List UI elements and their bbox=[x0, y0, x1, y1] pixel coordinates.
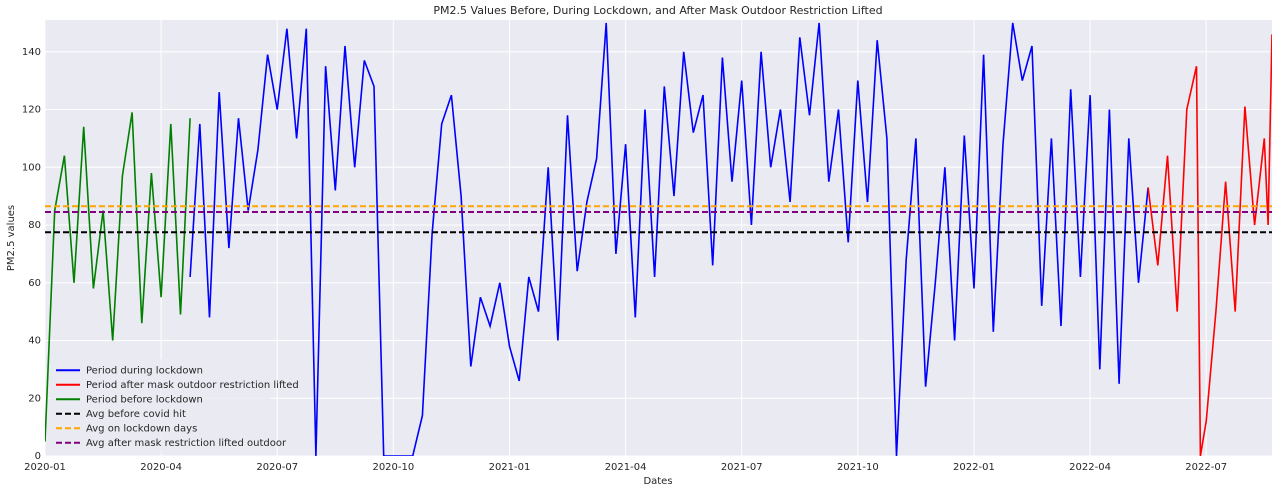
legend-label: Period after mask outdoor restriction li… bbox=[86, 380, 299, 391]
y-tick-label: 0 bbox=[35, 451, 41, 462]
x-tick-label: 2020-01 bbox=[24, 462, 66, 473]
y-tick-label: 60 bbox=[28, 278, 41, 289]
series-line bbox=[189, 22, 1149, 456]
x-tick-label: 2022-01 bbox=[953, 462, 995, 473]
x-tick-label: 2020-07 bbox=[256, 462, 298, 473]
x-tick-label: 2020-04 bbox=[140, 462, 182, 473]
grid: 0 20 40 60 80 100 120 140 2020-01 2020-04 2020-07 2… bbox=[22, 20, 1272, 473]
series-line bbox=[45, 112, 191, 442]
legend-label: Period before lockdown bbox=[86, 394, 203, 405]
x-axis-label: Dates bbox=[643, 476, 672, 487]
series-line bbox=[1147, 34, 1272, 456]
y-tick-label: 140 bbox=[22, 47, 41, 58]
y-axis-label: PM2.5 values bbox=[6, 205, 17, 271]
y-tick-label: 100 bbox=[22, 162, 41, 173]
y-tick-label: 20 bbox=[28, 393, 41, 404]
x-tick-label: 2022-04 bbox=[1069, 462, 1111, 473]
x-tick-label: 2022-07 bbox=[1185, 462, 1227, 473]
legend-box bbox=[50, 359, 270, 454]
y-tick-label: 120 bbox=[22, 105, 41, 116]
x-tick-label: 2021-10 bbox=[837, 462, 879, 473]
y-tick-label: 80 bbox=[28, 220, 41, 231]
x-tick-label: 2021-01 bbox=[489, 462, 531, 473]
legend-label: Avg after mask restriction lifted outdoo… bbox=[86, 438, 287, 449]
chart-title: PM2.5 Values Before, During Lockdown, an… bbox=[433, 4, 882, 17]
legend: Period during lockdown Period after mask … bbox=[50, 359, 299, 454]
plot bbox=[45, 22, 1272, 456]
legend-label: Avg before covid hit bbox=[86, 409, 186, 420]
legend-label: Avg on lockdown days bbox=[86, 423, 197, 434]
legend-label: Period during lockdown bbox=[86, 365, 203, 376]
y-tick-label: 40 bbox=[28, 336, 41, 347]
x-tick-label: 2020-10 bbox=[372, 462, 414, 473]
x-tick-label: 2021-04 bbox=[605, 462, 647, 473]
x-tick-label: 2021-07 bbox=[721, 462, 763, 473]
